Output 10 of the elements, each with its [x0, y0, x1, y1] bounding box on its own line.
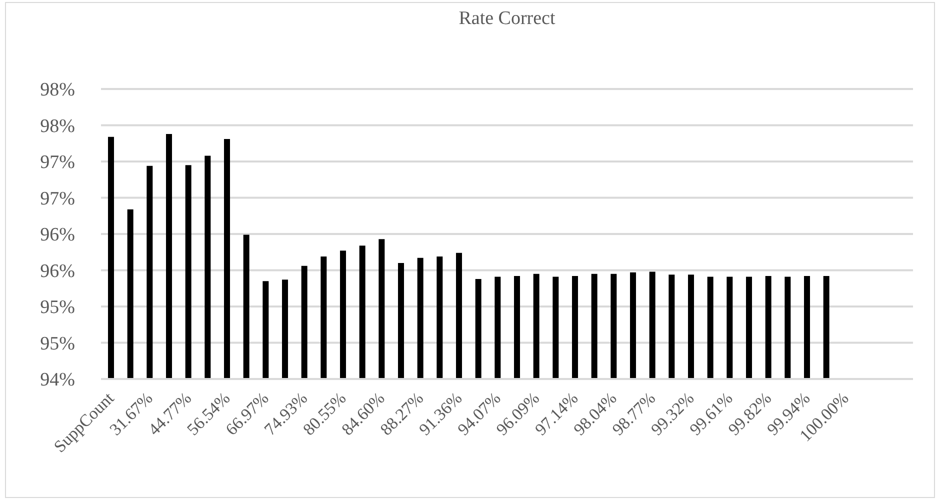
y-tick-label: 94% [40, 370, 76, 391]
y-tick-label: 98% [40, 116, 76, 137]
y-tick-label: 97% [40, 152, 76, 174]
y-tick-label: 95% [40, 297, 76, 318]
chart-title: Rate Correct [458, 8, 556, 30]
y-tick-label: 98% [40, 80, 76, 101]
y-tick-label: 96% [40, 260, 76, 282]
y-tick-label: 96% [40, 224, 76, 246]
y-tick-label: 97% [40, 188, 76, 210]
y-tick-label: 95% [40, 333, 76, 354]
